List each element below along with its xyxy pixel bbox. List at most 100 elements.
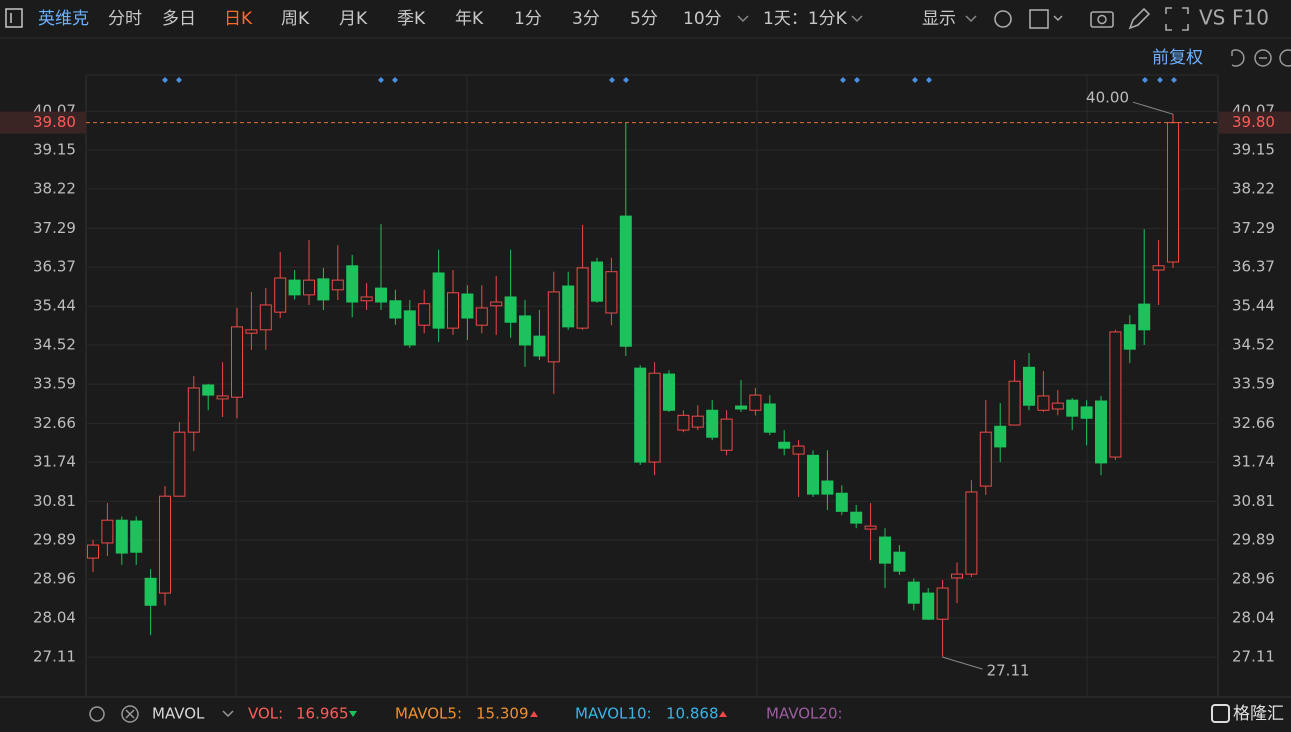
period-tab[interactable]: 1分 xyxy=(514,9,542,29)
annotation-leader xyxy=(942,656,983,670)
reset-icon[interactable] xyxy=(1231,49,1245,67)
shape-chevron[interactable] xyxy=(1053,15,1063,22)
shape-icon[interactable] xyxy=(1029,9,1049,29)
interval-chevron[interactable] xyxy=(851,15,863,23)
volume-value: 16.965 xyxy=(296,705,349,723)
candle-body xyxy=(965,491,978,575)
mavol20-label: MAVOL20: xyxy=(766,705,843,723)
period-tab[interactable]: 3分 xyxy=(572,9,600,29)
candle-body xyxy=(706,409,719,438)
candle-body xyxy=(979,431,992,487)
period-tab[interactable]: 月K xyxy=(339,9,368,29)
display-chevron[interactable] xyxy=(965,15,977,23)
display-menu[interactable]: 显示 xyxy=(922,9,956,29)
more-chevron[interactable] xyxy=(737,15,749,23)
candle-body xyxy=(576,267,589,329)
zoom-in-icon[interactable] xyxy=(1279,49,1291,67)
y-tick-label: 27.11 xyxy=(33,648,76,666)
down-arrow xyxy=(349,711,357,717)
candle-body xyxy=(1109,331,1122,458)
period-tab[interactable]: 年K xyxy=(455,9,484,29)
y-tick-label-right: 33.59 xyxy=(1232,375,1275,393)
up-arrow xyxy=(530,711,538,717)
period-tab[interactable]: 日K xyxy=(224,9,253,29)
candle-body xyxy=(533,335,546,357)
candle-body xyxy=(245,329,258,334)
y-tick-label: 30.81 xyxy=(33,492,76,510)
settings-icon[interactable] xyxy=(994,10,1012,28)
candle-body xyxy=(792,445,805,455)
candle-body xyxy=(749,394,762,411)
y-tick-label-right: 36.37 xyxy=(1232,258,1275,276)
candle-body xyxy=(303,279,315,296)
y-tick-label-right: 29.89 xyxy=(1232,531,1275,549)
last-price-label: 39.80 xyxy=(33,113,76,131)
candle-body xyxy=(331,279,344,291)
period-tab[interactable]: 季K xyxy=(397,9,426,29)
candle-body xyxy=(850,511,863,524)
candle-body xyxy=(274,277,287,313)
volume-settings-icon[interactable] xyxy=(89,706,105,722)
candle-body xyxy=(922,592,935,620)
candle-body xyxy=(763,403,776,433)
sidebar-icon[interactable] xyxy=(5,8,23,28)
compare-button[interactable]: VS xyxy=(1199,6,1225,30)
candle-body xyxy=(317,278,330,301)
zoom-out-icon[interactable] xyxy=(1254,49,1272,67)
candle-body xyxy=(605,271,618,314)
y-tick-label: 28.96 xyxy=(33,570,76,588)
camera-lens xyxy=(1097,14,1107,25)
candle-body xyxy=(130,520,143,553)
indicator-chevron[interactable] xyxy=(222,710,234,718)
stock-name[interactable]: 英维克 xyxy=(38,9,89,29)
period-tab[interactable]: 分时 xyxy=(108,9,142,29)
candle-body xyxy=(591,261,603,302)
candle-body xyxy=(461,293,474,319)
camera-icon[interactable] xyxy=(1090,11,1114,28)
candle-body xyxy=(475,307,488,326)
y-tick-label: 37.29 xyxy=(33,219,76,237)
candle-body xyxy=(1008,380,1021,426)
adjust-mode[interactable]: 前复权 xyxy=(1152,48,1203,68)
y-tick-label-right: 39.15 xyxy=(1232,140,1275,158)
candle-body xyxy=(403,310,416,346)
candle-body xyxy=(115,519,128,554)
period-tab[interactable]: 10分 xyxy=(683,9,722,29)
candle-body xyxy=(432,272,445,329)
candle-body xyxy=(418,303,431,326)
fullscreen-icon[interactable] xyxy=(1165,7,1189,31)
candle-body xyxy=(159,495,171,594)
candle-body xyxy=(677,414,690,431)
annotation-label: 27.11 xyxy=(987,662,1030,680)
period-tab[interactable]: 周K xyxy=(281,9,310,29)
candle-body xyxy=(835,492,848,512)
period-tab[interactable]: 5分 xyxy=(630,9,658,29)
y-tick-label-right: 28.96 xyxy=(1232,570,1275,588)
candle-body xyxy=(1037,395,1050,411)
candle-body xyxy=(144,577,157,606)
y-tick-label-right: 31.74 xyxy=(1232,453,1275,471)
candle-body xyxy=(173,431,186,497)
candle-body xyxy=(691,415,704,428)
candle-body xyxy=(202,384,215,396)
candle-body xyxy=(879,536,891,564)
draw-icon[interactable] xyxy=(1128,7,1151,30)
month-separators xyxy=(235,75,1088,697)
interval-select[interactable]: 1天：1分K xyxy=(763,9,848,29)
period-tab[interactable]: 多日 xyxy=(162,9,196,29)
y-tick-label: 28.04 xyxy=(33,608,76,626)
indicator-name[interactable]: MAVOL xyxy=(152,705,205,723)
candle-body xyxy=(346,265,359,303)
candle-body xyxy=(87,544,99,559)
y-tick-label: 35.44 xyxy=(33,297,76,315)
candle-body xyxy=(619,215,632,347)
volume-value: 15.309 xyxy=(476,705,529,723)
candle-body xyxy=(389,300,402,319)
candle-body xyxy=(216,395,229,400)
volume-close-icon[interactable] xyxy=(121,705,139,723)
candle-body xyxy=(951,573,963,579)
volume-close-x xyxy=(125,709,135,719)
f10-button[interactable]: F10 xyxy=(1232,6,1269,30)
candle-body xyxy=(821,480,834,495)
